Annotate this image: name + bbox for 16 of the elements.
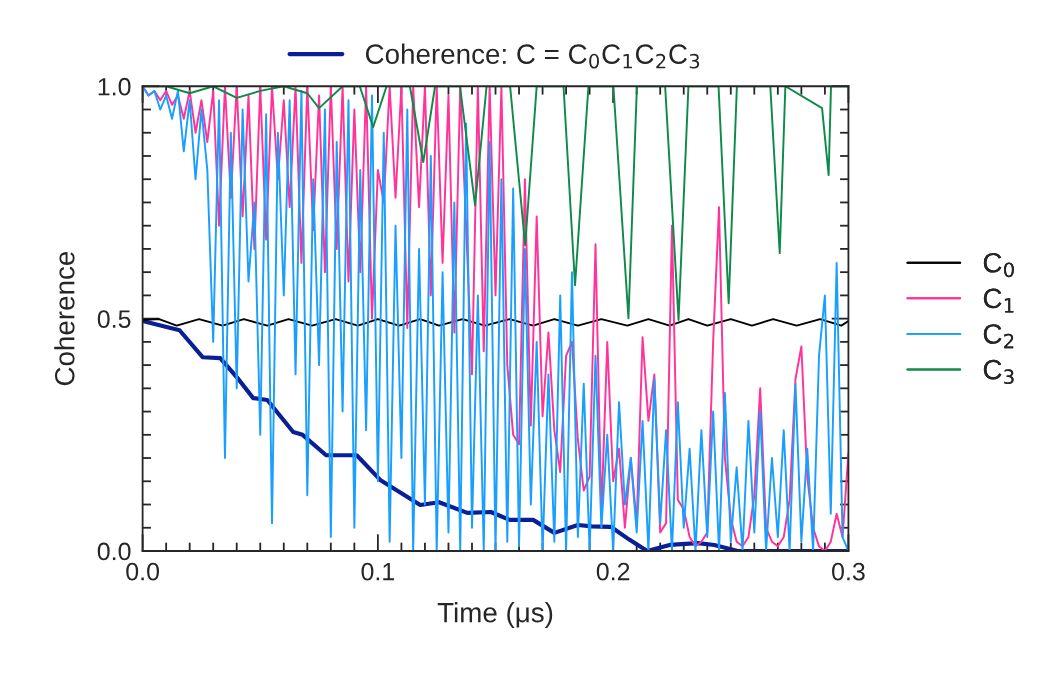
x-tick-label: 0.0 (126, 562, 160, 581)
line-series (142, 318, 849, 327)
legend-label: C$_{2}$ (983, 324, 1014, 349)
y-tick-label: 1.0 (98, 77, 131, 96)
legend-label: C$_{3}$ (983, 359, 1014, 385)
y-tick-label: 0.5 (97, 310, 131, 328)
x-tick-label: 0.3 (832, 562, 865, 581)
legend-label: Coherence: C = C$_{0}$C$_{1}$C$_{2}$C$_{3}$ (365, 43, 700, 69)
y-axis-title: Coherence (54, 251, 75, 386)
x-tick-label: 0.1 (361, 562, 395, 581)
y-tick-label: 0.0 (97, 542, 131, 561)
legend-label: C$_{0}$ (983, 252, 1014, 278)
legend-label: C$_{1}$ (983, 288, 1014, 313)
line-series (142, 86, 849, 551)
x-axis-title: Time (μs) (437, 602, 553, 628)
x-tick-label: 0.2 (596, 562, 630, 581)
